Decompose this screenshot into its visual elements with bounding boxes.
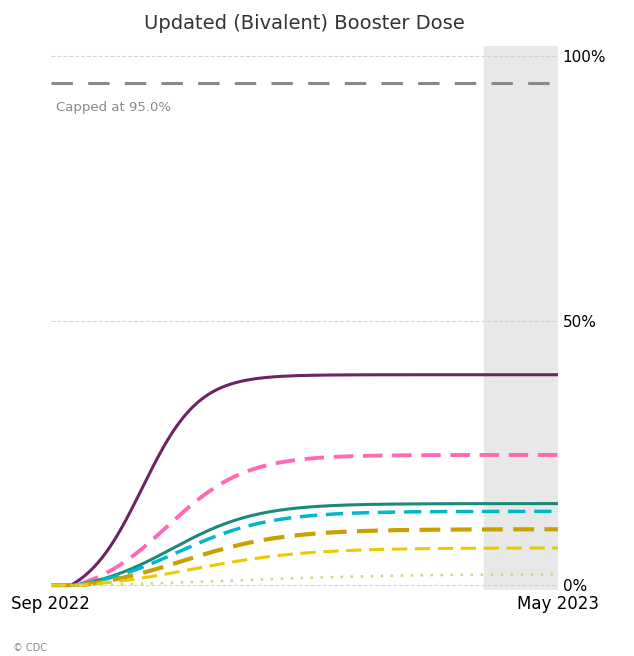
Text: © CDC: © CDC	[13, 643, 47, 653]
Title: Updated (Bivalent) Booster Dose: Updated (Bivalent) Booster Dose	[144, 14, 465, 33]
Text: Capped at 95.0%: Capped at 95.0%	[56, 102, 171, 114]
Y-axis label: Percent Vaccinated: Percent Vaccinated	[631, 245, 634, 392]
Bar	[484, 46, 568, 590]
